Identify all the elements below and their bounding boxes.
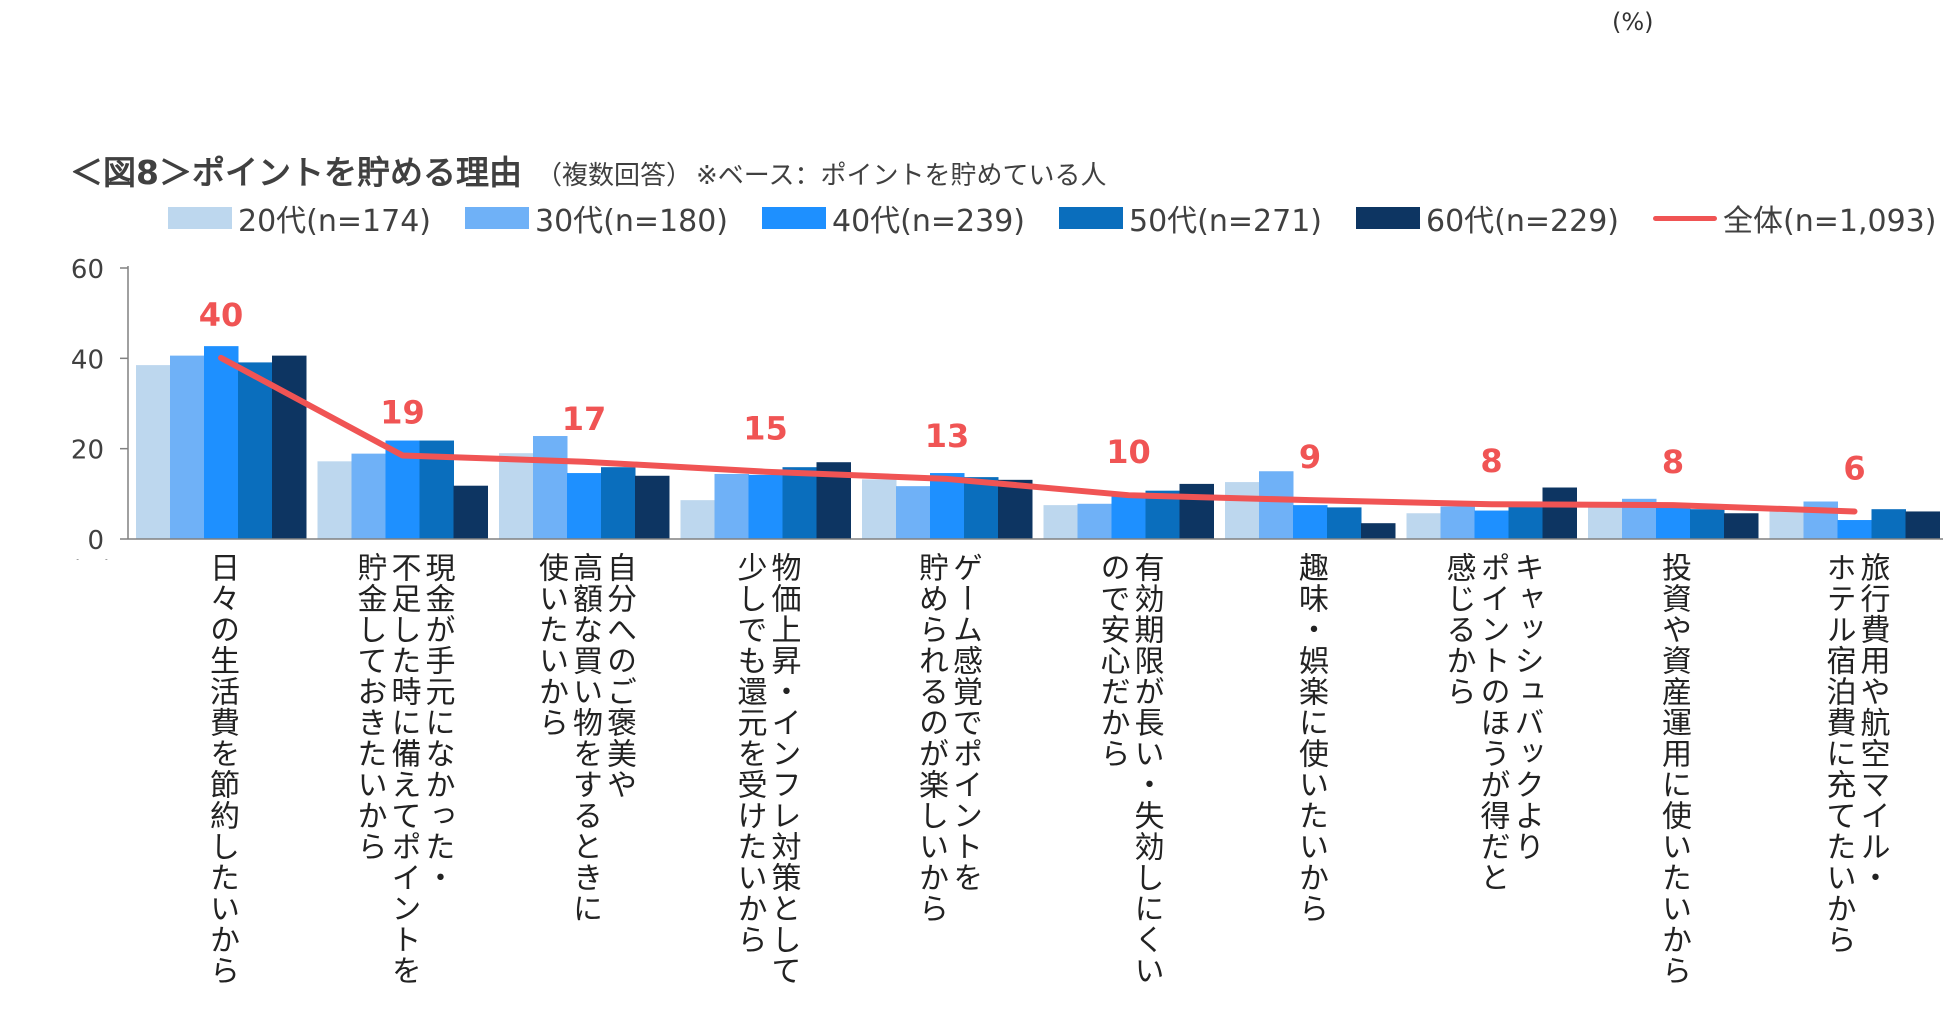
legend: 20代(n=174) 30代(n=180) 40代(n=239) 50代(n=2… (168, 194, 1950, 242)
bar (1406, 513, 1441, 539)
bar (1871, 509, 1906, 539)
bar (1111, 493, 1146, 539)
y-axis-unit: (%) (71, 556, 113, 560)
y-tick-label: 40 (71, 345, 104, 375)
bar (782, 467, 817, 539)
chart-base-note: ※ベース：ポイントを貯めている人 (695, 161, 1107, 191)
legend-item-20s: 20代(n=174) (168, 196, 431, 240)
total-data-label: 15 (743, 410, 788, 448)
total-data-label: 6 (1843, 449, 1865, 487)
bar (1327, 507, 1362, 539)
bar (567, 473, 602, 539)
legend-swatch-30s (465, 207, 529, 229)
bar (714, 473, 749, 539)
total-data-label: 8 (1480, 442, 1502, 480)
bar (998, 479, 1033, 539)
total-series-line (218, 354, 1858, 515)
legend-item-total: 全体(n=1,093) (1653, 196, 1936, 240)
total-data-label: 17 (562, 400, 607, 438)
legend-swatch-40s (762, 207, 826, 229)
total-data-label: 10 (1106, 433, 1151, 471)
bar (1440, 506, 1475, 539)
legend-label-30s: 30代(n=180) (535, 204, 728, 239)
category-label: 趣味・娯楽に使いたいから (1293, 552, 1328, 924)
bar (533, 436, 568, 539)
bar (136, 365, 171, 539)
total-data-label: 40 (199, 296, 244, 334)
category-label: 自分へのご褒美や 高額な買い物をするときに 使いたいから (533, 552, 636, 924)
bar (317, 461, 352, 539)
total-data-label: 9 (1299, 438, 1321, 476)
bar (170, 355, 205, 539)
legend-swatch-50s (1059, 207, 1123, 229)
bar (453, 485, 488, 539)
bar (1905, 511, 1940, 539)
legend-swatch-20s (168, 207, 232, 229)
bar (862, 479, 897, 539)
bar (351, 453, 386, 539)
bar (1077, 503, 1112, 539)
total-data-label: 13 (925, 417, 970, 455)
bar (1656, 506, 1691, 539)
bar (1474, 510, 1509, 539)
legend-label-40s: 40代(n=239) (832, 204, 1025, 239)
y-tick-label: 20 (71, 436, 104, 466)
bar (896, 486, 931, 539)
chart-title-row: ＜図8＞ポイントを貯める理由 （複数回答） ※ベース：ポイントを貯めている人 (70, 146, 1106, 194)
bar (1043, 505, 1078, 539)
bar (1508, 505, 1543, 539)
bar-chart: 0 20 40 60 (%) 40 19 17 15 13 10 9 8 8 6 (71, 255, 1943, 560)
bar (1724, 513, 1759, 539)
bar (1837, 520, 1872, 539)
bar (1588, 502, 1623, 539)
bar (204, 346, 239, 539)
bar (748, 474, 783, 539)
bar (1225, 482, 1260, 539)
bar (964, 477, 999, 539)
bar (499, 453, 534, 539)
legend-swatch-60s (1356, 207, 1420, 229)
legend-label-60s: 60代(n=229) (1426, 204, 1619, 239)
corner-unit-label: (%) (1612, 8, 1654, 36)
bar (635, 475, 670, 539)
bar (1542, 487, 1577, 539)
legend-label-total: 全体(n=1,093) (1723, 204, 1937, 239)
bar (1259, 471, 1294, 539)
category-label: キャッシュバックより ポイントのほうが得だと 感じるから (1440, 552, 1544, 893)
legend-label-50s: 50代(n=271) (1129, 204, 1322, 239)
bar (238, 362, 273, 539)
total-data-label: 8 (1662, 443, 1684, 481)
category-label: 旅行費用や航空マイル・ ホテル宿泊費に充てたいから (1820, 552, 1890, 955)
y-tick-label: 60 (71, 255, 104, 285)
category-label: ゲーム感覚でポイントを 貯められるのが楽しいから (913, 552, 982, 924)
legend-item-50s: 50代(n=271) (1059, 196, 1322, 240)
bar (1690, 509, 1725, 539)
legend-item-40s: 40代(n=239) (762, 196, 1025, 240)
legend-item-30s: 30代(n=180) (465, 196, 728, 240)
bar (1179, 483, 1214, 539)
category-label: 現金が手元になかった・ 不足した時に備えてポイントを 貯金しておきたいから (351, 552, 455, 986)
category-label: 有効期限が長い・失効しにくい ので安心だから (1094, 552, 1164, 986)
legend-item-60s: 60代(n=229) (1356, 196, 1619, 240)
bar (1293, 505, 1328, 539)
category-label: 物価上昇・インフレ対策として 少しでも還元を受けたいから (731, 552, 801, 986)
legend-line-total (1653, 215, 1717, 221)
category-label: 日々の生活費を節約したいから (204, 552, 239, 986)
category-label: 投資や資産運用に使いたいから (1656, 552, 1691, 986)
y-tick-label: 0 (87, 526, 104, 556)
legend-label-20s: 20代(n=174) (238, 204, 431, 239)
total-data-label: 19 (380, 393, 425, 431)
chart-title: ＜図8＞ポイントを貯める理由 (70, 153, 522, 192)
bar (680, 500, 715, 539)
bar (930, 473, 965, 539)
bar (272, 355, 307, 539)
bar (1769, 510, 1804, 539)
chart-subtitle: （複数回答） (535, 161, 692, 191)
bar (601, 467, 636, 539)
bar (1361, 523, 1396, 539)
